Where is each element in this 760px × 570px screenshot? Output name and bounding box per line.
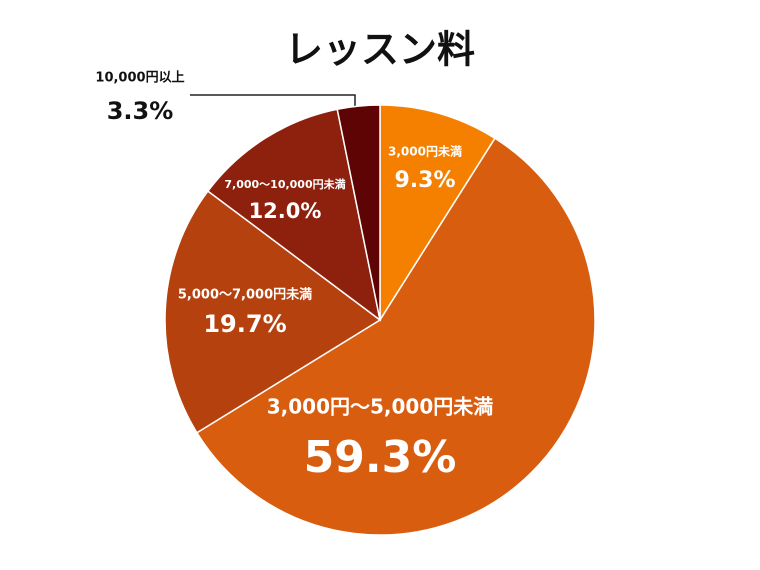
slice-value-label: 59.3% [304, 432, 457, 483]
slice-value-label: 19.7% [203, 310, 286, 338]
pie-slice [206, 108, 382, 322]
pie-slice [379, 104, 496, 323]
leader-line [190, 94, 356, 108]
slice-value-label: 12.0% [249, 199, 322, 223]
slice-name: 10,000円以上 [95, 71, 184, 86]
chart-title: レッスン料 [285, 28, 475, 72]
pie-slice [164, 190, 382, 434]
pie-slice [195, 137, 596, 536]
slice-name: 5,000〜7,000円未満 [178, 287, 312, 303]
slice-value-label: 3.3% [107, 97, 174, 125]
slice-name: 3,000円未満 [388, 144, 462, 159]
pie-slice [336, 104, 381, 321]
slice-value-label: 9.3% [394, 168, 455, 193]
slice-name: 7,000〜10,000円未満 [224, 177, 345, 191]
slice-name: 3,000円〜5,000円未満 [267, 395, 494, 419]
